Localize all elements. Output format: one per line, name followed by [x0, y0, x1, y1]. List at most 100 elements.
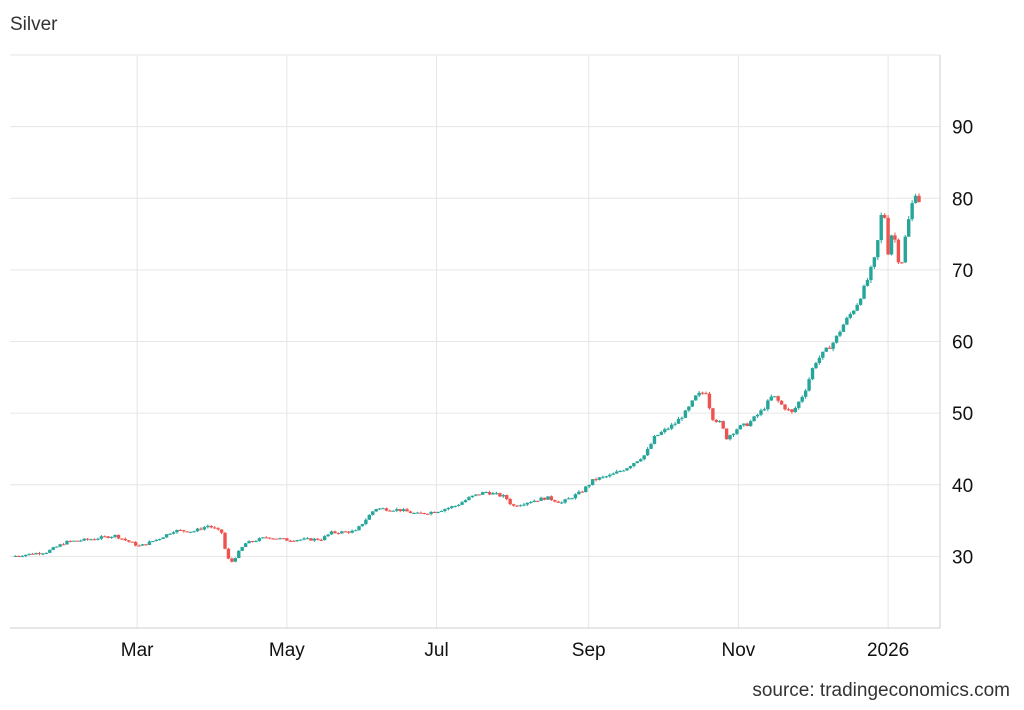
- candle-body: [913, 195, 918, 204]
- candle-body: [302, 538, 306, 540]
- candle-body: [446, 507, 451, 510]
- candle-body: [350, 530, 354, 533]
- candle-body: [329, 531, 334, 535]
- candle-body: [237, 550, 241, 559]
- candle-body: [281, 538, 286, 540]
- candle-body: [893, 235, 897, 240]
- candle-body: [525, 502, 530, 505]
- candle-body: [625, 468, 629, 471]
- candle-body: [374, 509, 378, 512]
- candle-body: [707, 393, 712, 409]
- candle-body: [590, 479, 595, 485]
- candle-body: [113, 534, 117, 537]
- candle-body: [340, 531, 344, 534]
- candle-body: [642, 455, 646, 460]
- candle-body: [876, 240, 880, 258]
- candle-body: [336, 532, 341, 534]
- candle-body: [563, 499, 567, 503]
- candle-body: [188, 531, 193, 533]
- candle-body: [456, 504, 461, 506]
- candle-body: [852, 310, 856, 315]
- candle-body: [151, 541, 155, 543]
- candle-body: [724, 428, 729, 440]
- candle-body: [577, 491, 581, 495]
- candle-body: [731, 433, 736, 436]
- candle-body: [288, 540, 292, 542]
- candle-body: [680, 417, 684, 419]
- candle-body: [587, 484, 591, 487]
- candle-body: [371, 511, 375, 515]
- y-tick-label: 50: [952, 404, 973, 425]
- candle-body: [439, 511, 444, 513]
- candle-body: [195, 528, 200, 532]
- candle-body: [649, 443, 653, 449]
- candle-body: [140, 544, 145, 546]
- candle-body: [745, 423, 749, 427]
- candle-body: [831, 342, 835, 349]
- candle-body: [621, 470, 626, 472]
- candle-body: [666, 428, 670, 430]
- candle-body: [199, 528, 203, 530]
- candle-body: [735, 429, 739, 434]
- candle-body: [164, 534, 169, 538]
- candle-body: [498, 493, 502, 497]
- candle-body: [41, 553, 45, 555]
- candle-body: [480, 492, 485, 495]
- candle-body: [865, 280, 870, 286]
- candle-body: [855, 304, 859, 311]
- candle-body: [401, 509, 406, 511]
- candle-body: [556, 501, 560, 503]
- candle-body: [295, 540, 299, 542]
- candle-body: [580, 491, 585, 493]
- candle-body: [542, 497, 547, 500]
- x-tick-label: 2026: [867, 640, 909, 661]
- candle-body: [477, 494, 481, 496]
- candle-body: [522, 504, 526, 506]
- candle-body: [532, 500, 536, 503]
- candle-body: [285, 538, 289, 541]
- candle-body: [158, 538, 162, 540]
- candle-body: [560, 502, 564, 504]
- candle-body: [553, 500, 557, 502]
- candle-body: [783, 404, 787, 410]
- candle-body: [89, 539, 93, 541]
- candle-body: [133, 542, 138, 546]
- candle-body: [683, 410, 688, 418]
- candle-body: [223, 532, 227, 549]
- candle-body: [721, 421, 725, 429]
- candle-body: [429, 511, 433, 514]
- candle-body: [594, 479, 598, 481]
- y-tick-label: 30: [952, 547, 973, 568]
- candle-body: [206, 525, 210, 528]
- candle-body: [274, 538, 279, 540]
- candle-body: [388, 510, 392, 512]
- candle-body: [58, 544, 62, 547]
- candle-body: [838, 331, 842, 336]
- candle-body: [862, 285, 866, 299]
- candle-body: [663, 429, 667, 433]
- candle-body: [597, 477, 602, 480]
- candle-body: [728, 435, 732, 440]
- candle-body: [872, 257, 877, 267]
- candle-body: [827, 347, 832, 349]
- candle-body: [917, 195, 921, 203]
- candle-body: [800, 396, 804, 402]
- candle-body: [656, 434, 660, 437]
- candle-body: [769, 396, 773, 401]
- candle-body: [693, 395, 698, 401]
- candle-body: [824, 347, 828, 352]
- candle-body: [79, 540, 83, 542]
- candle-body: [752, 416, 756, 422]
- candle-body: [529, 502, 533, 504]
- candle-body: [903, 236, 907, 263]
- candle-body: [168, 533, 172, 535]
- candle-body: [298, 539, 303, 541]
- candle-body: [546, 496, 550, 500]
- candle-body: [250, 541, 255, 543]
- candle-body: [264, 537, 268, 539]
- candle-body: [360, 524, 365, 527]
- candle-body: [85, 538, 90, 540]
- candle-body: [463, 500, 468, 503]
- x-tick-label: May: [269, 640, 305, 661]
- candle-body: [910, 203, 914, 220]
